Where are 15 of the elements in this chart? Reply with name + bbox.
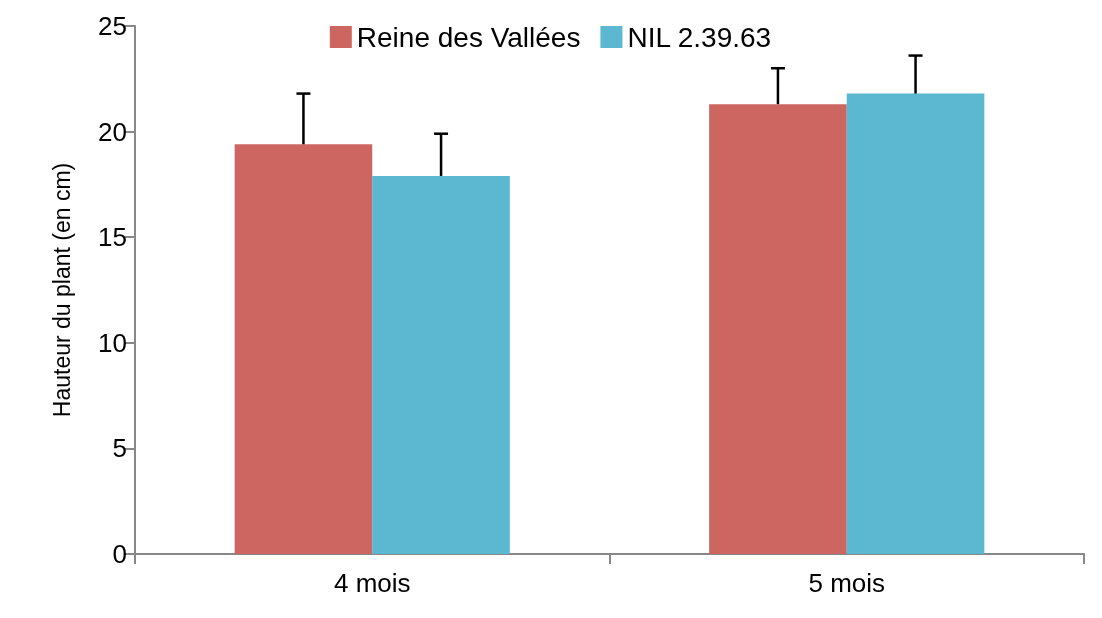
y-tick-label: 10 [98,327,127,358]
bar [234,144,373,554]
y-tick-label: 20 [98,116,127,147]
y-tick-label: 15 [98,222,127,253]
bar [372,175,510,554]
x-tick-label: 4 mois [333,568,411,598]
y-tick-label: 5 [112,433,127,464]
bar [709,104,847,554]
legend-label: NIL 2.39.63 [627,21,772,53]
y-axis-title: Hauteur du plant (en cm) [48,162,75,418]
x-tick-label: 5 mois [808,568,886,598]
y-tick-label: 0 [112,539,127,569]
y-tick-label: 25 [98,11,127,41]
legend-label: Reine des Vallées [356,21,581,53]
bar [846,93,985,554]
